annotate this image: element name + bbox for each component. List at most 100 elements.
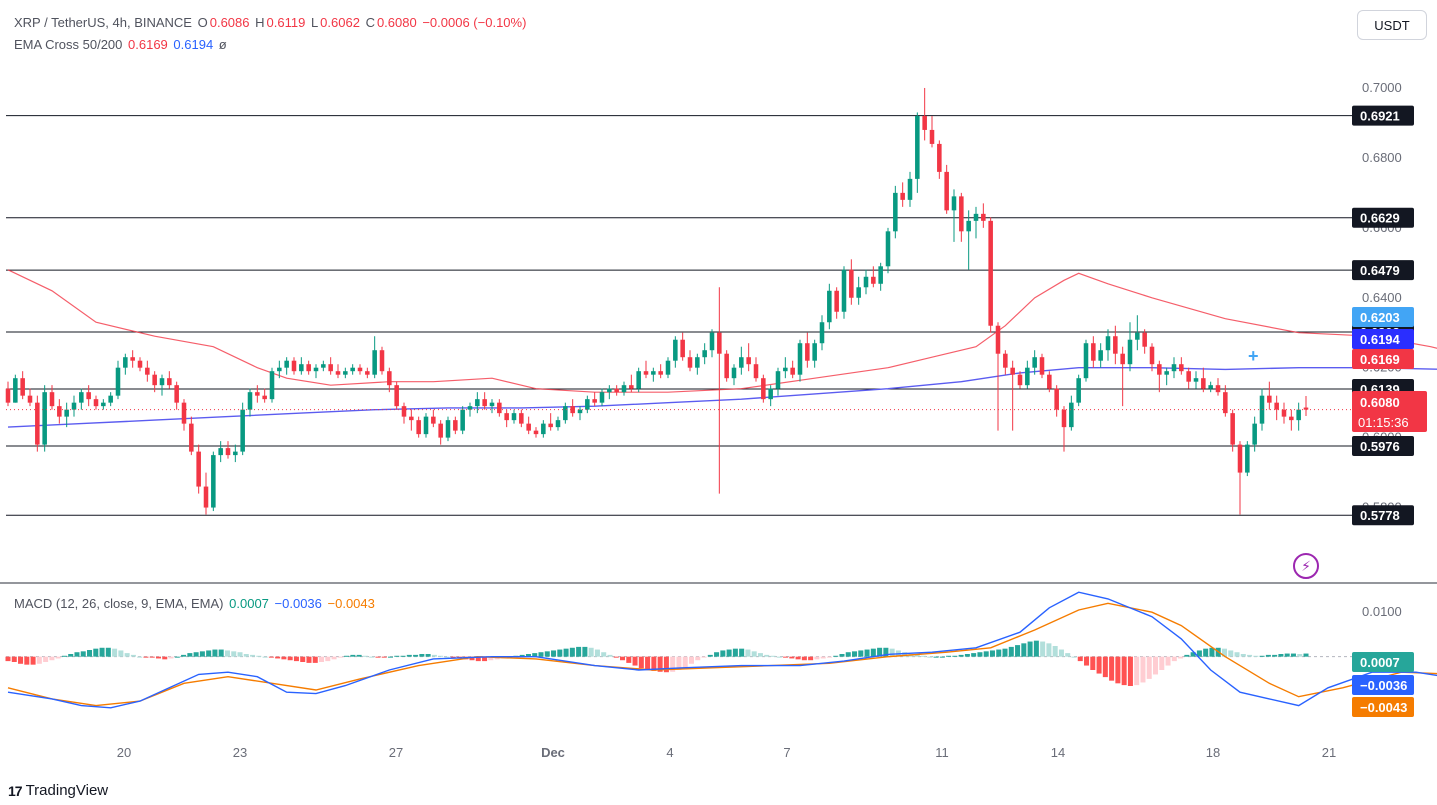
- candle-body[interactable]: [482, 399, 487, 407]
- candle-body[interactable]: [152, 374, 157, 386]
- candle-body[interactable]: [79, 392, 84, 403]
- candle-body[interactable]: [269, 371, 275, 400]
- candle-body[interactable]: [1230, 413, 1235, 445]
- candle-body[interactable]: [526, 423, 531, 431]
- candle-body[interactable]: [387, 371, 392, 386]
- candle-body[interactable]: [871, 276, 876, 284]
- candle-body[interactable]: [357, 367, 363, 372]
- candle-body[interactable]: [379, 350, 385, 372]
- candle-body[interactable]: [1179, 364, 1184, 372]
- candle-body[interactable]: [1186, 371, 1191, 382]
- candle-body[interactable]: [233, 451, 238, 456]
- candle-body[interactable]: [834, 290, 839, 312]
- candle-body[interactable]: [1303, 407, 1309, 410]
- candle-body[interactable]: [1054, 388, 1059, 410]
- candle-body[interactable]: [57, 406, 62, 417]
- candle-body[interactable]: [797, 343, 803, 375]
- candle-body[interactable]: [299, 364, 304, 372]
- candle-body[interactable]: [1069, 402, 1074, 428]
- candle-body[interactable]: [555, 420, 561, 428]
- candle-body[interactable]: [511, 413, 517, 421]
- candle-body[interactable]: [680, 339, 685, 358]
- candle-body[interactable]: [658, 371, 663, 375]
- candle-body[interactable]: [1149, 346, 1155, 365]
- candle-body[interactable]: [753, 364, 759, 379]
- candle-body[interactable]: [856, 287, 861, 298]
- candle-body[interactable]: [951, 196, 957, 211]
- candle-body[interactable]: [475, 399, 480, 407]
- candle-body[interactable]: [533, 430, 539, 435]
- candle-body[interactable]: [973, 213, 979, 221]
- candle-body[interactable]: [1025, 367, 1030, 386]
- candle-body[interactable]: [599, 392, 605, 403]
- tradingview-logo[interactable]: 17 TradingView: [8, 782, 108, 799]
- candle-body[interactable]: [746, 357, 751, 365]
- candle-body[interactable]: [445, 420, 451, 438]
- candle-body[interactable]: [885, 231, 891, 267]
- candle-body[interactable]: [145, 367, 150, 375]
- symbol-title[interactable]: XRP / TetherUS, 4h, BINANCE: [14, 15, 192, 30]
- macd-name[interactable]: MACD (12, 26, close, 9, EMA, EMA): [14, 596, 224, 611]
- candle-body[interactable]: [1076, 378, 1081, 403]
- currency-button[interactable]: USDT: [1357, 10, 1427, 40]
- candle-body[interactable]: [1289, 416, 1294, 421]
- candle-body[interactable]: [328, 364, 333, 372]
- candle-body[interactable]: [86, 392, 91, 400]
- candle-body[interactable]: [665, 360, 671, 375]
- candle-body[interactable]: [115, 367, 121, 396]
- candle-body[interactable]: [805, 343, 810, 361]
- candle-body[interactable]: [841, 269, 847, 312]
- alert-marker[interactable]: +: [1248, 346, 1259, 366]
- candle-body[interactable]: [1098, 350, 1103, 361]
- candle-body[interactable]: [607, 388, 612, 393]
- candle-body[interactable]: [1201, 378, 1206, 389]
- candle-body[interactable]: [42, 392, 47, 445]
- candle-body[interactable]: [819, 322, 825, 344]
- candle-body[interactable]: [291, 360, 297, 372]
- candle-body[interactable]: [907, 178, 913, 200]
- candle-body[interactable]: [519, 413, 524, 424]
- candle-body[interactable]: [467, 406, 473, 410]
- candle-body[interactable]: [1274, 402, 1279, 410]
- candle-body[interactable]: [123, 357, 128, 368]
- candle-body[interactable]: [995, 325, 1001, 354]
- candle-body[interactable]: [1215, 385, 1221, 393]
- candle-body[interactable]: [1010, 367, 1015, 375]
- candle-body[interactable]: [629, 385, 634, 389]
- candle-body[interactable]: [401, 406, 407, 417]
- candle-body[interactable]: [93, 399, 99, 407]
- candle-body[interactable]: [739, 357, 744, 368]
- candle-body[interactable]: [1047, 374, 1052, 389]
- candle-body[interactable]: [71, 402, 77, 410]
- candle-body[interactable]: [27, 395, 33, 403]
- candle-body[interactable]: [614, 388, 619, 393]
- candle-body[interactable]: [101, 402, 106, 407]
- candle-body[interactable]: [409, 416, 414, 421]
- candle-body[interactable]: [225, 448, 231, 456]
- candle-body[interactable]: [343, 371, 348, 375]
- candle-body[interactable]: [1296, 409, 1301, 421]
- candle-body[interactable]: [255, 392, 260, 396]
- candle-body[interactable]: [827, 290, 832, 323]
- candle-body[interactable]: [1061, 409, 1067, 428]
- candle-body[interactable]: [203, 486, 209, 508]
- candle-body[interactable]: [196, 451, 201, 487]
- candle-body[interactable]: [900, 192, 905, 200]
- candle-body[interactable]: [460, 409, 465, 431]
- candle-body[interactable]: [431, 416, 436, 424]
- candle-body[interactable]: [790, 367, 795, 375]
- candle-body[interactable]: [761, 378, 766, 400]
- candle-body[interactable]: [489, 402, 495, 407]
- candle-body[interactable]: [1245, 444, 1250, 473]
- candle-body[interactable]: [702, 350, 707, 358]
- candle-body[interactable]: [643, 371, 649, 375]
- candle-body[interactable]: [915, 115, 920, 179]
- candle-body[interactable]: [929, 129, 935, 144]
- candle-body[interactable]: [563, 406, 568, 421]
- candle-body[interactable]: [1032, 357, 1037, 368]
- candle-body[interactable]: [1120, 353, 1125, 365]
- candle-body[interactable]: [585, 399, 590, 410]
- candle-body[interactable]: [1208, 385, 1213, 389]
- candle-body[interactable]: [709, 332, 715, 351]
- candle-body[interactable]: [1164, 371, 1169, 375]
